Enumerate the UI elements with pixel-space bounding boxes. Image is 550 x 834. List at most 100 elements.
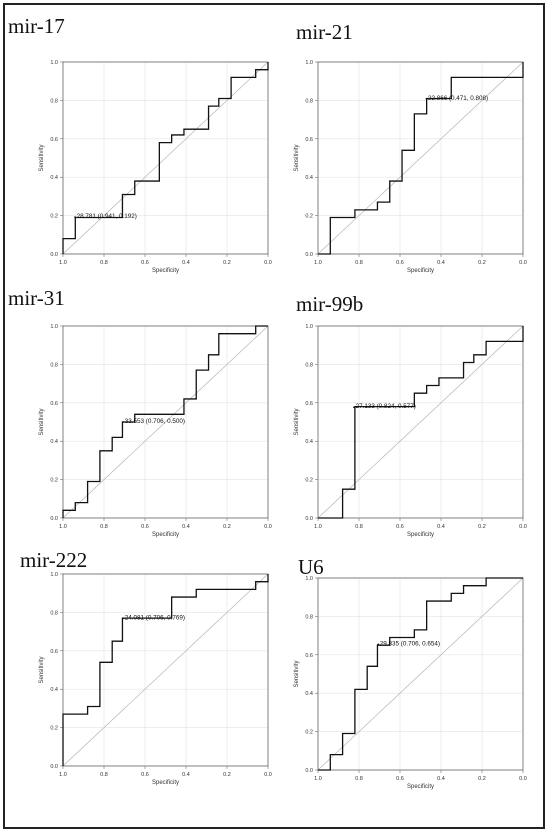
x-tick-label: 0.4: [437, 260, 445, 266]
x-tick-label: 0.6: [396, 524, 404, 530]
threshold-annotation: 28.781 (0.941, 0.192): [77, 213, 137, 220]
y-tick-label: 0.4: [50, 439, 58, 445]
panel-title-mir-17: mir-17: [8, 14, 65, 38]
threshold-point: [353, 406, 355, 409]
panel-title-mir-222: mir-222: [20, 548, 88, 572]
y-tick-label: 0.2: [305, 730, 313, 736]
x-tick-label: 0.2: [478, 776, 486, 782]
y-tick-label: 1.0: [305, 324, 313, 330]
x-tick-label: 1.0: [314, 524, 322, 530]
y-axis-title: Sensitivity: [294, 144, 300, 171]
roc-chart-U6: 1.0 0.8 0.6 0.4 0.2 0.0 0.0 0.2 0.4 0.6 0.8 1.0 29.8…: [294, 576, 527, 790]
y-tick-label: 0.0: [50, 252, 58, 258]
y-tick-label: 0.0: [50, 516, 58, 522]
y-axis-title: Sensitivity: [39, 656, 45, 683]
y-axis-title: Sensitivity: [294, 408, 300, 435]
x-tick-label: 0.0: [264, 260, 272, 266]
y-tick-label: 0.8: [50, 610, 58, 616]
y-tick-label: 0.0: [50, 764, 58, 770]
threshold-annotation: 33.553 (0.706, 0.500): [125, 418, 185, 425]
y-tick-label: 0.8: [50, 98, 58, 104]
y-tick-label: 0.4: [305, 691, 313, 697]
x-tick-label: 0.8: [100, 772, 108, 778]
x-tick-label: 0.6: [141, 772, 149, 778]
diagonal-reference-line: [62, 573, 269, 767]
x-tick-label: 0.8: [100, 524, 108, 530]
y-tick-label: 0.2: [50, 478, 58, 484]
plot-border: [317, 325, 524, 519]
threshold-point: [122, 421, 125, 423]
y-tick-label: 0.6: [305, 137, 313, 143]
threshold-annotation: 27.133 (0.824, 0.577): [356, 403, 416, 410]
threshold-point: [122, 617, 125, 620]
plot-border: [62, 325, 269, 519]
x-tick-label: 0.0: [519, 776, 527, 782]
threshold-annotation: 29.835 (0.706, 0.654): [380, 640, 440, 647]
x-tick-label: 0.0: [264, 772, 272, 778]
y-tick-label: 0.2: [50, 726, 58, 732]
y-tick-label: 0.2: [50, 214, 58, 220]
x-tick-label: 0.8: [100, 260, 108, 266]
y-tick-label: 1.0: [50, 324, 58, 330]
panel-title-mir-31: mir-31: [8, 286, 65, 310]
roc-chart-mir-31: 1.0 0.8 0.6 0.4 0.2 0.0 0.0 0.2 0.4 0.6 0.8 1.0 33.5…: [39, 324, 272, 538]
x-tick-label: 0.2: [478, 260, 486, 266]
roc-chart-mir-21: 1.0 0.8 0.6 0.4 0.2 0.0 0.0 0.2 0.4 0.6 0.8 1.0 22.8…: [294, 60, 527, 274]
roc-chart-mir-99b: 1.0 0.8 0.6 0.4 0.2 0.0 0.0 0.2 0.4 0.6 0.8 1.0 27.1…: [294, 324, 527, 538]
panel-title-mir-99b: mir-99b: [296, 292, 364, 316]
diagonal-reference-line: [317, 577, 524, 771]
x-tick-label: 1.0: [59, 260, 67, 266]
diagonal-reference-line: [317, 325, 524, 519]
threshold-annotation: 24.081 (0.706, 0.769): [125, 614, 185, 621]
x-tick-label: 0.8: [355, 260, 363, 266]
y-axis-title: Sensitivity: [39, 408, 45, 435]
x-tick-label: 0.0: [519, 524, 527, 530]
x-axis-title: Specificity: [407, 784, 434, 790]
y-axis-title: Sensitivity: [39, 144, 45, 171]
y-axis-title: Sensitivity: [294, 660, 300, 687]
y-tick-label: 0.8: [305, 362, 313, 368]
y-tick-label: 0.8: [50, 362, 58, 368]
y-tick-label: 1.0: [305, 60, 313, 66]
threshold-annotation: 22.866 (0.471, 0.808): [428, 95, 488, 102]
y-tick-label: 1.0: [50, 572, 58, 578]
x-tick-label: 0.4: [182, 260, 190, 266]
x-tick-label: 0.4: [182, 772, 190, 778]
x-tick-label: 0.8: [355, 524, 363, 530]
roc-curve: [62, 62, 269, 254]
x-tick-label: 0.4: [437, 776, 445, 782]
diagonal-reference-line: [317, 61, 524, 255]
x-tick-label: 1.0: [59, 524, 67, 530]
x-axis-title: Specificity: [152, 780, 179, 786]
x-tick-label: 0.8: [355, 776, 363, 782]
roc-curve: [318, 326, 524, 519]
plot-border: [62, 573, 269, 767]
y-tick-label: 0.6: [50, 649, 58, 655]
y-tick-label: 0.6: [305, 653, 313, 659]
y-tick-label: 0.2: [305, 478, 313, 484]
y-tick-label: 0.4: [305, 439, 313, 445]
y-tick-label: 1.0: [50, 60, 58, 66]
y-tick-label: 0.0: [305, 252, 313, 258]
threshold-point: [377, 643, 380, 646]
x-tick-label: 0.2: [478, 524, 486, 530]
x-tick-label: 0.0: [264, 524, 272, 530]
y-tick-label: 1.0: [305, 576, 313, 582]
x-tick-label: 0.2: [223, 260, 231, 266]
y-tick-label: 0.8: [305, 98, 313, 104]
roc-chart-mir-222: 1.0 0.8 0.6 0.4 0.2 0.0 0.0 0.2 0.4 0.6 0.8 1.0 24.0…: [39, 572, 272, 786]
x-tick-label: 0.6: [141, 524, 149, 530]
x-axis-title: Specificity: [407, 268, 434, 274]
roc-curve: [318, 62, 524, 255]
x-tick-label: 0.2: [223, 524, 231, 530]
plot-border: [317, 577, 524, 771]
x-axis-title: Specificity: [407, 532, 434, 538]
y-tick-label: 0.6: [50, 137, 58, 143]
panel-title-mir-21: mir-21: [296, 20, 353, 44]
plot-border: [62, 61, 269, 255]
diagonal-reference-line: [62, 61, 269, 255]
x-tick-label: 0.6: [141, 260, 149, 266]
y-tick-label: 0.8: [305, 614, 313, 620]
x-tick-label: 0.2: [223, 772, 231, 778]
threshold-point: [74, 216, 76, 219]
